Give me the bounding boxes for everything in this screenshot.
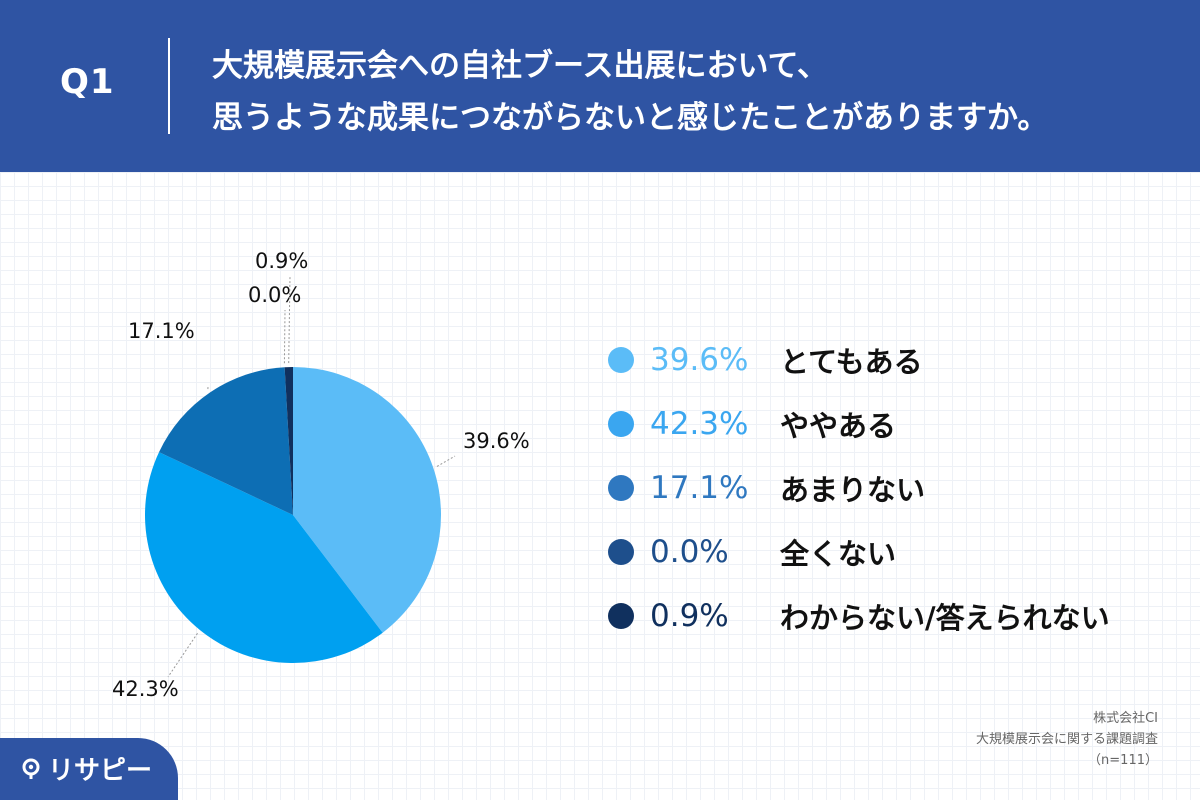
leader-line (288, 275, 291, 364)
pie-slice (284, 367, 293, 515)
logo-tab: リサピー (0, 738, 178, 800)
legend-label: あまりない (780, 473, 926, 507)
leader-line (436, 455, 456, 467)
source-survey: 大規模展示会に関する課題調査 (975, 732, 1158, 747)
chart-panel: 39.6% 42.3% 17.1% 0.0% 0.9% 39.6% とてもある 42.3… (0, 172, 1200, 800)
leader-line (167, 632, 198, 678)
data-label: 0.0% (248, 283, 301, 307)
question-title-line1: 大規模展示会への自社ブース出展において、 (212, 48, 828, 84)
legend-item: 17.1% あまりない (608, 456, 1110, 520)
legend-dot-icon (608, 539, 634, 565)
logo: リサピー (20, 750, 152, 787)
source-note: 株式会社CI 大規模展示会に関する課題調査 （n=111） (976, 708, 1158, 771)
data-label: 39.6% (463, 429, 530, 453)
legend-dot-icon (608, 411, 634, 437)
legend-item: 0.9% わからない/答えられない (608, 584, 1110, 648)
question-label: Q1 (60, 62, 115, 102)
question-title: 大規模展示会への自社ブース出展において、 思うような成果につながらないと感じたこ… (212, 40, 1048, 144)
legend-value: 0.0% (650, 534, 729, 570)
legend-value: 39.6% (650, 342, 749, 378)
source-company: 株式会社CI (1093, 711, 1158, 726)
pie-slice (293, 367, 442, 633)
pie-slice (159, 367, 293, 515)
legend-item: 0.0% 全くない (608, 520, 1110, 584)
header: Q1 大規模展示会への自社ブース出展において、 思うような成果につながらないと感… (0, 0, 1200, 172)
legend-label: わからない/答えられない (780, 601, 1110, 635)
data-label: 0.9% (255, 249, 308, 273)
data-label: 42.3% (112, 677, 179, 701)
legend: 39.6% とてもある 42.3% ややある 17.1% あまりない 0.0% … (608, 328, 1110, 648)
legend-dot-icon (608, 603, 634, 629)
header-divider (168, 38, 170, 134)
legend-value: 0.9% (650, 598, 729, 634)
leader-line (283, 309, 286, 364)
legend-label: とてもある (780, 345, 923, 379)
data-label: 17.1% (128, 319, 195, 343)
legend-value: 17.1% (650, 470, 749, 506)
legend-item: 42.3% ややある (608, 392, 1110, 456)
source-sample: （n=111） (1088, 753, 1158, 768)
pie-slice (144, 452, 383, 663)
logo-text: リサピー (48, 756, 153, 786)
legend-value: 42.3% (650, 406, 749, 442)
legend-dot-icon (608, 347, 634, 373)
pin-icon (22, 758, 40, 779)
question-title-line2: 思うような成果につながらないと感じたことがありますか。 (212, 100, 1049, 136)
legend-dot-icon (608, 475, 634, 501)
legend-item: 39.6% とてもある (608, 328, 1110, 392)
legend-label: 全くない (780, 537, 897, 571)
pie-chart: 39.6% 42.3% 17.1% 0.0% 0.9% (112, 249, 530, 701)
legend-label: ややある (780, 409, 897, 443)
